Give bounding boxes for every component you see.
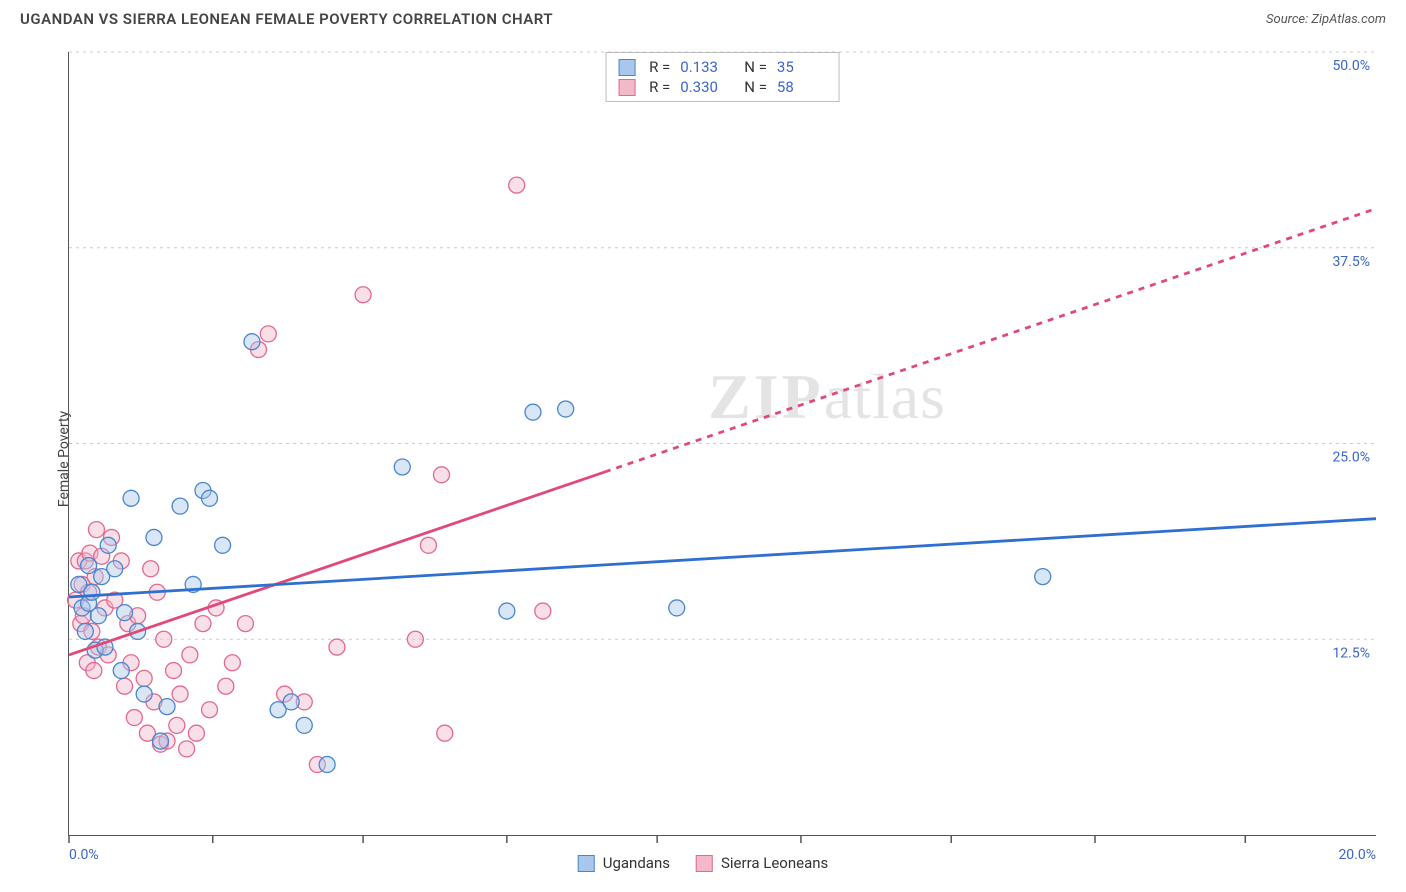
n-value-ugandans: 35	[777, 58, 827, 76]
r-value-sierra: 0.330	[680, 78, 730, 96]
chart-title: UGANDAN VS SIERRA LEONEAN FEMALE POVERTY…	[20, 10, 553, 28]
swatch-sierra	[618, 79, 635, 96]
r-label: R =	[649, 58, 670, 76]
legend-label-sierra: Sierra Leoneans	[721, 854, 828, 872]
stats-row-ugandans: R = 0.133 N = 35	[618, 57, 827, 77]
svg-text:20.0%: 20.0%	[1338, 847, 1376, 863]
swatch-ugandans	[618, 59, 635, 76]
plot-svg: 50.0%37.5%25.0%12.5%0.0%20.0%	[69, 52, 1376, 835]
svg-text:50.0%: 50.0%	[1332, 58, 1370, 74]
swatch-ugandans	[578, 855, 595, 872]
stats-legend: R = 0.133 N = 35 R = 0.330 N = 58	[605, 52, 840, 102]
r-value-ugandans: 0.133	[680, 58, 730, 76]
svg-text:0.0%: 0.0%	[69, 847, 99, 863]
svg-text:37.5%: 37.5%	[1332, 254, 1370, 270]
legend-item-ugandans: Ugandans	[578, 854, 670, 872]
source-label: Source: ZipAtlas.com	[1266, 12, 1386, 27]
r-label: R =	[649, 78, 670, 96]
swatch-sierra	[696, 855, 713, 872]
plot-area: ZIPatlas R = 0.133 N = 35 R = 0.330 N = …	[68, 52, 1376, 836]
chart-container: Female Poverty ZIPatlas R = 0.133 N = 35…	[20, 44, 1386, 874]
svg-text:12.5%: 12.5%	[1332, 645, 1370, 661]
n-value-sierra: 58	[777, 78, 827, 96]
svg-text:25.0%: 25.0%	[1332, 450, 1370, 466]
n-label: N =	[744, 58, 767, 76]
legend-item-sierra: Sierra Leoneans	[696, 854, 828, 872]
series-legend: Ugandans Sierra Leoneans	[578, 854, 829, 872]
legend-label-ugandans: Ugandans	[603, 854, 670, 872]
n-label: N =	[744, 78, 767, 96]
stats-row-sierra: R = 0.330 N = 58	[618, 77, 827, 97]
